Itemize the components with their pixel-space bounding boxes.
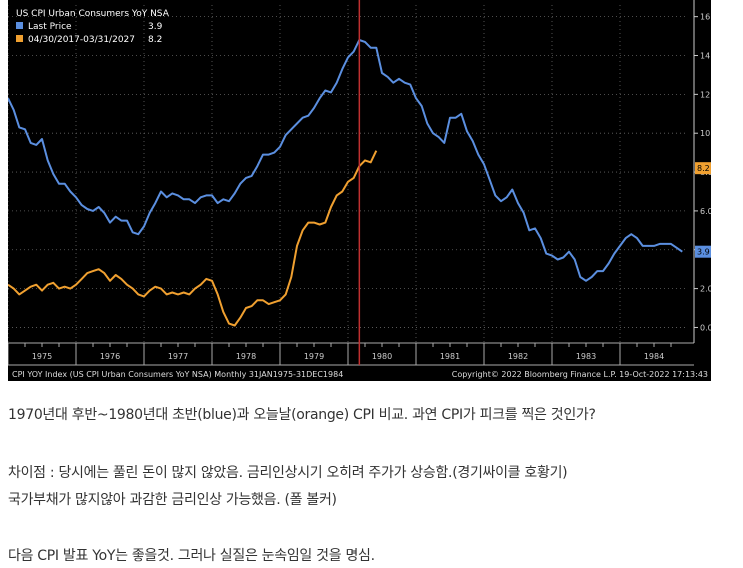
end-label-0: 3.9 xyxy=(697,248,710,257)
legend-label-last-price: Last Price xyxy=(28,22,72,32)
caption-outlook: 다음 CPI 발표 YoY는 좋을것. 그러나 실질은 눈속임일 것을 명심. xyxy=(8,548,375,564)
y-tick-label: 16.0 xyxy=(700,13,711,22)
end-label-box-0 xyxy=(695,245,711,258)
caption-debt: 국가부채가 많지않아 과감한 금리인상 가능했음. (폴 볼커) xyxy=(8,492,337,508)
y-tick-label: 12.0 xyxy=(700,90,711,99)
y-tick-label: 0.0 xyxy=(700,323,711,332)
chart-footer-right: Copyright© 2022 Bloomberg Finance L.P. 1… xyxy=(452,370,708,379)
x-tick-label: 1983 xyxy=(576,352,596,361)
legend-label-period: 04/30/2017-03/31/2027 xyxy=(28,35,135,45)
end-label-box-1 xyxy=(695,162,711,175)
x-tick-label: 1984 xyxy=(644,352,664,361)
end-label-1: 8.2 xyxy=(697,164,710,173)
chart-title: US CPI Urban Consumers YoY NSA xyxy=(16,9,170,19)
x-tick-label: 1980 xyxy=(372,352,392,361)
y-tick-label: 2.0 xyxy=(700,285,711,294)
x-tick-label: 1978 xyxy=(236,352,256,361)
x-tick-label: 1975 xyxy=(32,352,52,361)
x-tick-label: 1977 xyxy=(168,352,188,361)
cpi-chart: 1975 1976 1977 1978 1979 1980 1981 1982 1983 1984… xyxy=(8,0,711,381)
series-line-1 xyxy=(8,150,378,327)
legend-value-period: 8.2 xyxy=(148,35,162,45)
x-tick-label: 1982 xyxy=(508,352,528,361)
legend-swatch-last-price xyxy=(16,22,23,29)
legend-value-last-price: 3.9 xyxy=(148,22,163,32)
x-tick-label: 1981 xyxy=(440,352,460,361)
series-line-0 xyxy=(8,39,683,282)
caption-difference: 차이점 : 당시에는 풀린 돈이 많지 않았음. 금리인상시기 오히려 주가가 … xyxy=(8,465,568,481)
chart-footer-left: CPI YOY Index (US CPI Urban Consumers Yo… xyxy=(12,370,343,379)
chart-canvas: 1975 1976 1977 1978 1979 1980 1981 1982 1983 1984… xyxy=(8,0,711,381)
y-tick-label: 6.0 xyxy=(700,207,711,216)
y-tick-label: 14.0 xyxy=(700,52,711,61)
y-tick-label: 10.0 xyxy=(700,129,711,138)
x-tick-label: 1976 xyxy=(100,352,120,361)
legend-swatch-period xyxy=(16,35,23,42)
caption-comparison: 1970년대 후반~1980년대 초반(blue)과 오늘날(orange) C… xyxy=(8,407,596,423)
x-tick-label: 1979 xyxy=(304,352,324,361)
